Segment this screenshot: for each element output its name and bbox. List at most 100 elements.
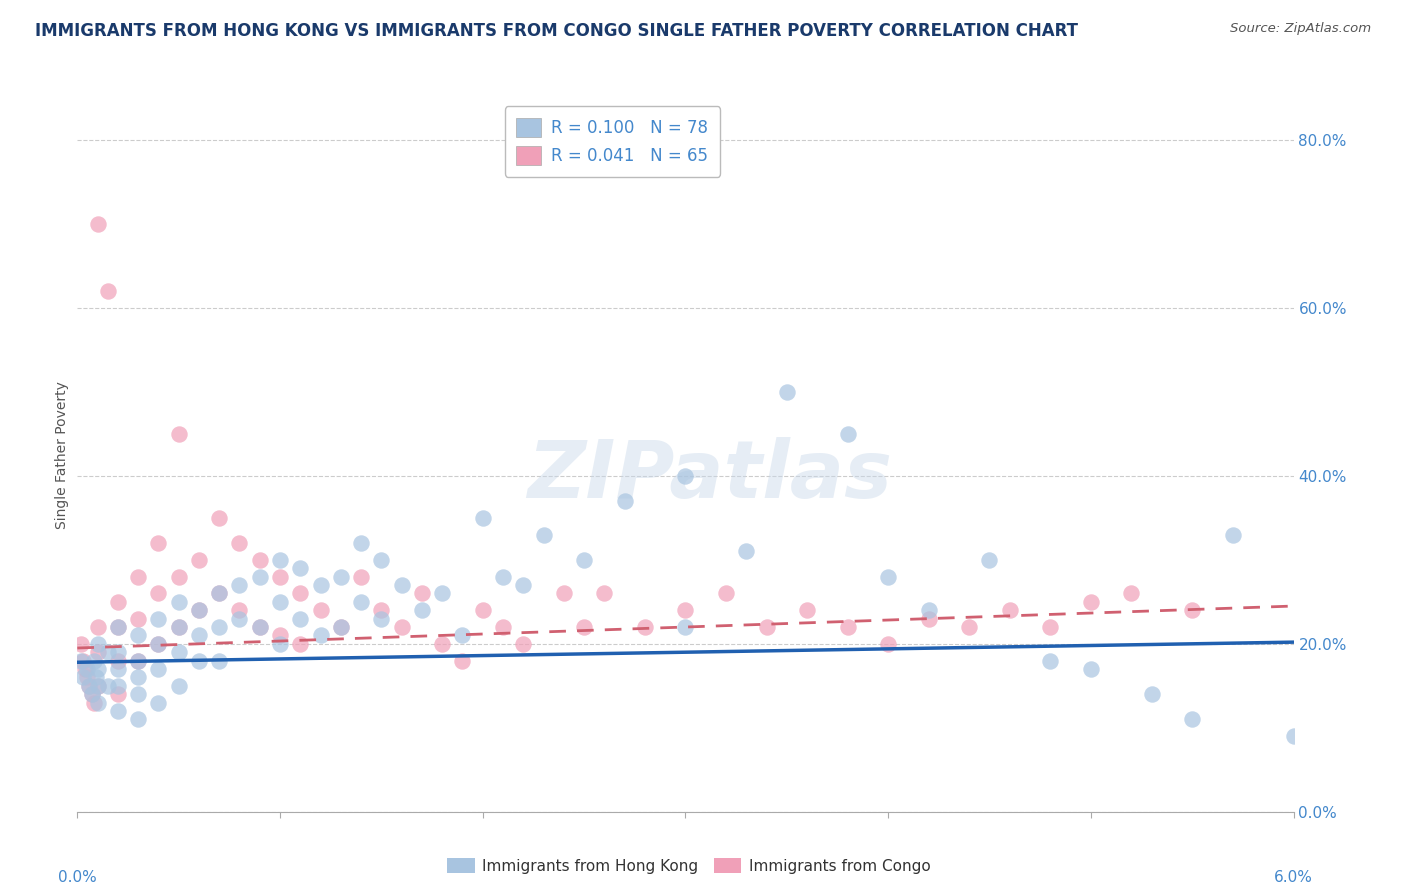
Point bbox=[471, 603, 494, 617]
Point bbox=[1181, 712, 1204, 726]
Point bbox=[148, 662, 170, 676]
Point bbox=[269, 553, 291, 567]
Point bbox=[80, 687, 103, 701]
Point bbox=[451, 654, 474, 668]
Point bbox=[107, 687, 129, 701]
Point bbox=[837, 620, 859, 634]
Point bbox=[167, 569, 190, 583]
Point bbox=[72, 670, 94, 684]
Point bbox=[572, 553, 595, 567]
Point bbox=[249, 620, 271, 634]
Text: 6.0%: 6.0% bbox=[1274, 871, 1313, 886]
Point bbox=[83, 654, 105, 668]
Point bbox=[249, 553, 271, 567]
Point bbox=[675, 620, 697, 634]
Point bbox=[97, 679, 120, 693]
Point bbox=[228, 578, 250, 592]
Point bbox=[553, 586, 575, 600]
Point bbox=[127, 612, 149, 626]
Point bbox=[188, 553, 211, 567]
Point bbox=[148, 612, 170, 626]
Point bbox=[1080, 595, 1102, 609]
Point bbox=[107, 620, 129, 634]
Point bbox=[269, 569, 291, 583]
Point bbox=[75, 662, 97, 676]
Point bbox=[329, 620, 352, 634]
Point bbox=[148, 637, 170, 651]
Point bbox=[107, 620, 129, 634]
Point bbox=[675, 469, 697, 483]
Point bbox=[127, 670, 149, 684]
Point bbox=[72, 654, 94, 668]
Point bbox=[1222, 527, 1244, 541]
Point bbox=[1282, 729, 1305, 743]
Point bbox=[1080, 662, 1102, 676]
Point bbox=[76, 670, 98, 684]
Point bbox=[79, 679, 101, 693]
Point bbox=[148, 696, 170, 710]
Point bbox=[97, 284, 120, 298]
Point bbox=[329, 620, 352, 634]
Point bbox=[107, 645, 129, 659]
Point bbox=[208, 586, 231, 600]
Point bbox=[837, 426, 859, 441]
Point bbox=[188, 628, 211, 642]
Point bbox=[269, 595, 291, 609]
Point bbox=[107, 662, 129, 676]
Point bbox=[613, 494, 636, 508]
Point bbox=[167, 426, 190, 441]
Point bbox=[512, 578, 534, 592]
Point bbox=[167, 620, 190, 634]
Point bbox=[228, 603, 250, 617]
Point bbox=[86, 620, 108, 634]
Point bbox=[86, 679, 108, 693]
Point bbox=[432, 637, 454, 651]
Point bbox=[208, 654, 231, 668]
Point bbox=[1039, 654, 1062, 668]
Point bbox=[533, 527, 555, 541]
Point bbox=[228, 612, 250, 626]
Point bbox=[167, 620, 190, 634]
Point bbox=[127, 654, 149, 668]
Point bbox=[208, 620, 231, 634]
Point bbox=[86, 217, 108, 231]
Point bbox=[350, 536, 373, 550]
Point bbox=[776, 384, 799, 399]
Point bbox=[309, 603, 332, 617]
Point bbox=[228, 536, 250, 550]
Point bbox=[70, 637, 93, 651]
Y-axis label: Single Father Poverty: Single Father Poverty bbox=[55, 381, 69, 529]
Text: IMMIGRANTS FROM HONG KONG VS IMMIGRANTS FROM CONGO SINGLE FATHER POVERTY CORRELA: IMMIGRANTS FROM HONG KONG VS IMMIGRANTS … bbox=[35, 22, 1078, 40]
Point bbox=[80, 687, 103, 701]
Point bbox=[309, 578, 332, 592]
Point bbox=[167, 679, 190, 693]
Point bbox=[1039, 620, 1062, 634]
Text: Source: ZipAtlas.com: Source: ZipAtlas.com bbox=[1230, 22, 1371, 36]
Point bbox=[86, 679, 108, 693]
Point bbox=[167, 645, 190, 659]
Legend: Immigrants from Hong Kong, Immigrants from Congo: Immigrants from Hong Kong, Immigrants fr… bbox=[441, 852, 936, 880]
Point bbox=[918, 612, 941, 626]
Point bbox=[269, 628, 291, 642]
Point bbox=[107, 654, 129, 668]
Text: ZIPatlas: ZIPatlas bbox=[527, 437, 893, 516]
Point bbox=[290, 637, 312, 651]
Point bbox=[70, 654, 93, 668]
Point bbox=[391, 620, 413, 634]
Point bbox=[208, 586, 231, 600]
Point bbox=[796, 603, 818, 617]
Point bbox=[208, 511, 231, 525]
Point bbox=[309, 628, 332, 642]
Point bbox=[593, 586, 616, 600]
Point bbox=[411, 586, 433, 600]
Point bbox=[269, 637, 291, 651]
Point bbox=[188, 603, 211, 617]
Point bbox=[979, 553, 1001, 567]
Point bbox=[370, 603, 392, 617]
Point bbox=[86, 645, 108, 659]
Point bbox=[290, 612, 312, 626]
Point bbox=[572, 620, 595, 634]
Point bbox=[86, 696, 108, 710]
Point bbox=[148, 536, 170, 550]
Point bbox=[512, 637, 534, 651]
